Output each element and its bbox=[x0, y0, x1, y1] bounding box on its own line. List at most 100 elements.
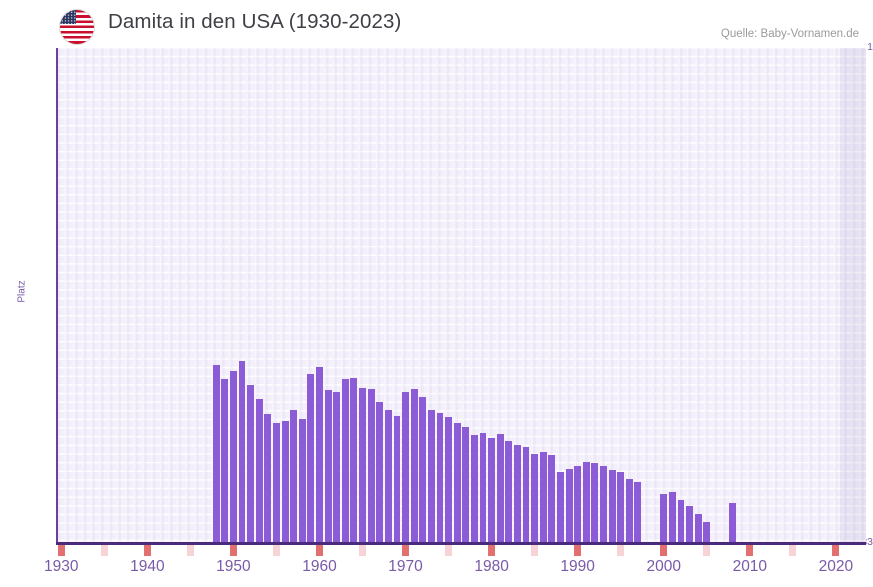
bar-1974[interactable] bbox=[436, 412, 444, 543]
bar-1986[interactable] bbox=[539, 452, 547, 543]
x-axis-label-1990: 1990 bbox=[560, 558, 595, 575]
x-axis-label-1960: 1960 bbox=[302, 558, 337, 575]
bar-1971[interactable] bbox=[410, 389, 418, 543]
x-axis-labels: 1930 1940 1950 1960 1970 1980 1990 2000 2010 2020 bbox=[0, 558, 873, 584]
bar-1984[interactable] bbox=[522, 446, 530, 543]
bar-1977[interactable] bbox=[462, 426, 470, 543]
bar-1967[interactable] bbox=[376, 401, 384, 543]
x-axis-label-2000: 2000 bbox=[646, 558, 681, 575]
bar-2003[interactable] bbox=[686, 505, 693, 543]
bar-1978[interactable] bbox=[470, 435, 478, 543]
bar-1949[interactable] bbox=[221, 378, 229, 543]
x-tick-1940 bbox=[143, 544, 151, 556]
bar-1955[interactable] bbox=[273, 422, 280, 543]
bar-1952[interactable] bbox=[247, 384, 255, 543]
x-axis-label-2010: 2010 bbox=[732, 558, 768, 575]
bar-1965[interactable] bbox=[359, 387, 366, 543]
y-axis-top-label: 1 bbox=[867, 41, 873, 53]
x-tick-2020 bbox=[832, 544, 840, 556]
bar-1988[interactable] bbox=[557, 471, 564, 543]
bar-1969[interactable] bbox=[393, 415, 401, 543]
forecast-shaded-band bbox=[840, 48, 866, 543]
bar-1987[interactable] bbox=[548, 455, 556, 543]
bar-1961[interactable] bbox=[324, 390, 332, 543]
bar-1960[interactable] bbox=[316, 367, 323, 543]
x-tick-2010 bbox=[746, 544, 754, 556]
bar-1963[interactable] bbox=[341, 379, 349, 543]
bar-2001[interactable] bbox=[668, 491, 676, 543]
bar-1950[interactable] bbox=[229, 370, 237, 543]
bar-1966[interactable] bbox=[367, 389, 375, 543]
bar-2000[interactable] bbox=[660, 494, 668, 543]
bar-2008[interactable] bbox=[729, 502, 737, 543]
source-credit: Quelle: Baby-Vornamen.de bbox=[720, 28, 859, 40]
bar-1993[interactable] bbox=[600, 466, 607, 543]
x-tick-1980 bbox=[488, 544, 496, 556]
x-tick-1960 bbox=[316, 544, 323, 556]
bar-2004[interactable] bbox=[694, 513, 702, 543]
bar-1996[interactable] bbox=[625, 478, 633, 543]
x-axis-line bbox=[56, 542, 866, 545]
y-axis-title: Platz bbox=[16, 280, 28, 303]
plot-area bbox=[57, 48, 866, 543]
x-tick-1945 bbox=[186, 544, 194, 556]
bar-1976[interactable] bbox=[453, 422, 461, 543]
bar-series bbox=[57, 48, 866, 543]
x-axis-label-1930: 1930 bbox=[44, 558, 79, 575]
bar-1962[interactable] bbox=[333, 391, 341, 543]
x-axis-label-1940: 1940 bbox=[130, 558, 165, 575]
bar-1972[interactable] bbox=[419, 397, 427, 543]
bar-1973[interactable] bbox=[427, 410, 435, 543]
bar-1968[interactable] bbox=[384, 410, 392, 543]
bar-1958[interactable] bbox=[298, 418, 306, 543]
bar-2005[interactable] bbox=[703, 522, 711, 543]
x-tick-1965 bbox=[359, 544, 366, 556]
x-tick-1930 bbox=[57, 544, 65, 556]
x-tick-1995 bbox=[617, 544, 625, 556]
bar-1975[interactable] bbox=[445, 417, 453, 543]
x-tick-2015 bbox=[789, 544, 797, 556]
x-tick-1935 bbox=[100, 544, 108, 556]
x-tick-1950 bbox=[229, 544, 237, 556]
bar-1970[interactable] bbox=[402, 391, 409, 543]
x-axis-label-1980: 1980 bbox=[474, 558, 509, 575]
x-tick-1955 bbox=[273, 544, 280, 556]
bar-1957[interactable] bbox=[290, 410, 298, 543]
y-axis-line bbox=[56, 48, 58, 543]
bar-1989[interactable] bbox=[565, 469, 573, 543]
x-axis-label-1950: 1950 bbox=[216, 558, 251, 575]
bar-2002[interactable] bbox=[677, 499, 685, 543]
bar-1990[interactable] bbox=[574, 466, 582, 543]
bar-1959[interactable] bbox=[307, 373, 315, 543]
x-tick-2000 bbox=[660, 544, 668, 556]
us-flag-icon bbox=[60, 10, 94, 44]
bar-1997[interactable] bbox=[634, 481, 642, 543]
bar-1964[interactable] bbox=[350, 377, 358, 543]
grid-lines bbox=[57, 48, 866, 543]
bar-1994[interactable] bbox=[608, 470, 616, 543]
bar-1982[interactable] bbox=[505, 441, 513, 543]
bar-1979[interactable] bbox=[479, 432, 487, 543]
bar-1991[interactable] bbox=[582, 462, 590, 543]
x-tick-2005 bbox=[703, 544, 711, 556]
bar-1983[interactable] bbox=[513, 445, 521, 543]
bar-1951[interactable] bbox=[238, 360, 246, 543]
x-axis-label-2020: 2020 bbox=[818, 558, 854, 575]
grid-column-bands bbox=[57, 48, 866, 543]
x-tick-1970 bbox=[402, 544, 409, 556]
x-axis-label-1970: 1970 bbox=[388, 558, 423, 575]
bar-1992[interactable] bbox=[591, 463, 599, 543]
x-tick-1975 bbox=[445, 544, 453, 556]
page-title: Damita in den USA (1930-2023) bbox=[108, 10, 402, 33]
bar-1956[interactable] bbox=[281, 421, 289, 543]
bar-1948[interactable] bbox=[212, 365, 220, 543]
bar-1995[interactable] bbox=[617, 471, 625, 543]
bar-1985[interactable] bbox=[531, 453, 539, 543]
bar-1954[interactable] bbox=[264, 414, 272, 543]
x-axis-ticks bbox=[57, 544, 866, 556]
flag-canton bbox=[60, 10, 76, 24]
bar-1953[interactable] bbox=[255, 398, 263, 543]
bar-1980[interactable] bbox=[488, 438, 496, 543]
bar-1981[interactable] bbox=[496, 433, 504, 543]
